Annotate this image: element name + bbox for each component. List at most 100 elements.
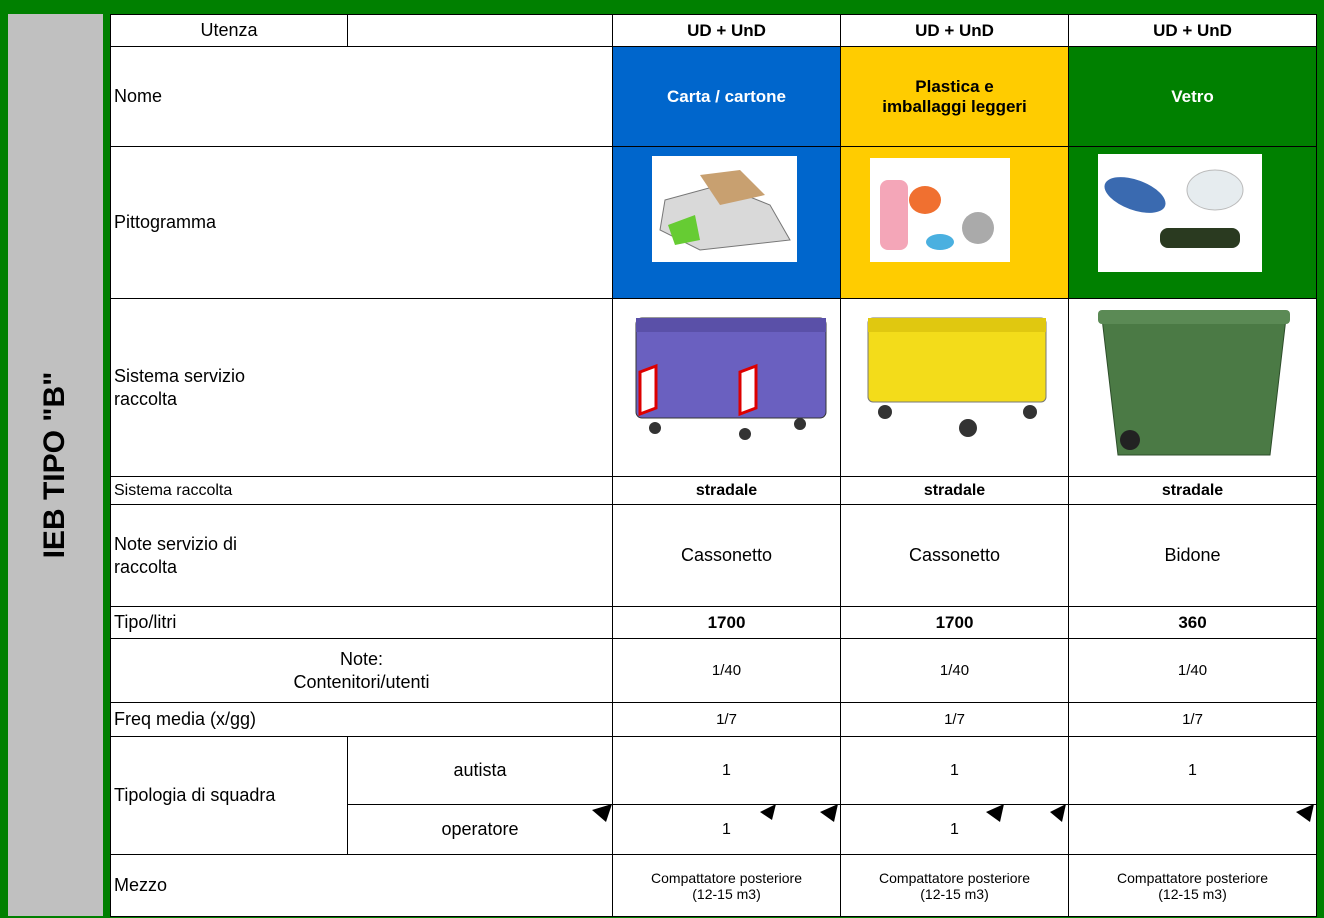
cell-text: 360 (1178, 612, 1207, 632)
cell-text: Cassonetto (908, 545, 1001, 565)
sub-label: operatore (347, 804, 613, 855)
value-cell: Bidone (1068, 504, 1317, 607)
cell-text: Freq media (x/gg) (114, 709, 257, 730)
cell-text: 1 (722, 761, 731, 779)
cell-text: 1/7 (1182, 711, 1203, 728)
cell-text: Compattatore posteriore (651, 869, 802, 886)
row-label: Note servizio di raccolta (110, 504, 613, 607)
cell-text: UD + UnD (915, 20, 994, 40)
value-cell (1068, 298, 1317, 477)
value-cell: stradale (612, 476, 841, 505)
value-cell: UD + UnD (1068, 14, 1317, 47)
cell-text: Cassonetto (680, 545, 773, 565)
cell-text: Sistema raccolta (114, 481, 233, 499)
value-cell: 1/7 (1068, 702, 1317, 737)
value-cell: stradale (840, 476, 1069, 505)
blank-cell (347, 14, 613, 47)
value-cell: 1700 (612, 606, 841, 639)
value-cell: 1 (612, 804, 841, 855)
value-cell: Vetro (1068, 46, 1317, 147)
cell-text: Compattatore posteriore (1117, 869, 1268, 886)
value-cell: 1 (612, 736, 841, 805)
cell-text: 1700 (707, 612, 746, 632)
sub-label: autista (347, 736, 613, 805)
cell-text: 1/40 (711, 662, 742, 679)
cell-text: raccolta (114, 388, 178, 409)
cell-text: imballaggi leggeri (882, 96, 1027, 116)
row-label: Pittogramma (110, 146, 613, 299)
row-label: Tipologia di squadra (110, 736, 348, 855)
cell-text: Compattatore posteriore (879, 869, 1030, 886)
cell-text: 1/7 (716, 711, 737, 728)
cell-text: 1/7 (944, 711, 965, 728)
cell-text: Nome (114, 86, 163, 107)
value-cell: UD + UnD (840, 14, 1069, 47)
cell-text: Pittogramma (114, 212, 217, 233)
sidebar-title: IEB TIPO "B" (38, 371, 71, 559)
value-cell: 1700 (840, 606, 1069, 639)
cell-text: 1 (950, 820, 959, 838)
cell-text: (12-15 m3) (692, 885, 761, 902)
cell-text: autista (453, 760, 507, 781)
cell-text: 1 (1188, 761, 1197, 779)
value-cell: Plastica e imballaggi leggeri (840, 46, 1069, 147)
value-cell: UD + UnD (612, 14, 841, 47)
cell-text: 1/40 (1177, 662, 1208, 679)
cell-text: 1700 (935, 612, 974, 632)
cell-text: UD + UnD (1153, 20, 1232, 40)
value-cell: 1 (1068, 736, 1317, 805)
cell-text: (12-15 m3) (1158, 885, 1227, 902)
cell-text: Carta / cartone (666, 86, 787, 106)
value-cell: 1/7 (612, 702, 841, 737)
cell-text: Plastica e (915, 76, 994, 96)
value-cell: Carta / cartone (612, 46, 841, 147)
row-label: Freq media (x/gg) (110, 702, 613, 737)
row-label: Utenza (110, 14, 348, 47)
value-cell: Cassonetto (612, 504, 841, 607)
value-cell: Compattatore posteriore (12-15 m3) (612, 854, 841, 917)
sidebar (8, 14, 103, 916)
value-cell (1068, 146, 1317, 299)
cell-text: UD + UnD (687, 20, 766, 40)
value-cell: 360 (1068, 606, 1317, 639)
value-cell: stradale (1068, 476, 1317, 505)
cell-text: Tipologia di squadra (114, 785, 276, 806)
value-cell: Compattatore posteriore (12-15 m3) (840, 854, 1069, 917)
value-cell (1068, 804, 1317, 855)
value-cell: 1 (840, 736, 1069, 805)
value-cell (840, 298, 1069, 477)
value-cell: 1/40 (1068, 638, 1317, 703)
row-label: Sistema servizio raccolta (110, 298, 613, 477)
value-cell: 1/40 (612, 638, 841, 703)
cell-text: stradale (1161, 481, 1224, 499)
cell-text: Vetro (1171, 86, 1214, 106)
cell-text: 1 (722, 820, 731, 838)
cell-text: Sistema servizio (114, 366, 246, 386)
row-label: Sistema raccolta (110, 476, 613, 505)
cell-text: stradale (695, 481, 758, 499)
row-label: Note: Contenitori/utenti (110, 638, 613, 703)
cell-text: raccolta (114, 556, 178, 577)
row-label: Tipo/litri (110, 606, 613, 639)
cell-text: Tipo/litri (114, 612, 177, 633)
value-cell (840, 146, 1069, 299)
cell-text: Utenza (200, 20, 258, 41)
value-cell: 1 (840, 804, 1069, 855)
value-cell: 1/40 (840, 638, 1069, 703)
row-label: Mezzo (110, 854, 613, 917)
value-cell: Cassonetto (840, 504, 1069, 607)
cell-text: Contenitori/utenti (293, 671, 430, 692)
cell-text: Note servizio di (114, 534, 238, 554)
cell-text: operatore (441, 819, 519, 840)
cell-text: 1 (950, 761, 959, 779)
row-label: Nome (110, 46, 613, 147)
cell-text: Note: (339, 649, 384, 669)
value-cell: Compattatore posteriore (12-15 m3) (1068, 854, 1317, 917)
cell-text: (12-15 m3) (920, 885, 989, 902)
value-cell (612, 146, 841, 299)
value-cell: 1/7 (840, 702, 1069, 737)
cell-text: stradale (923, 481, 986, 499)
cell-text: Mezzo (114, 875, 168, 896)
cell-text: 1/40 (939, 662, 970, 679)
